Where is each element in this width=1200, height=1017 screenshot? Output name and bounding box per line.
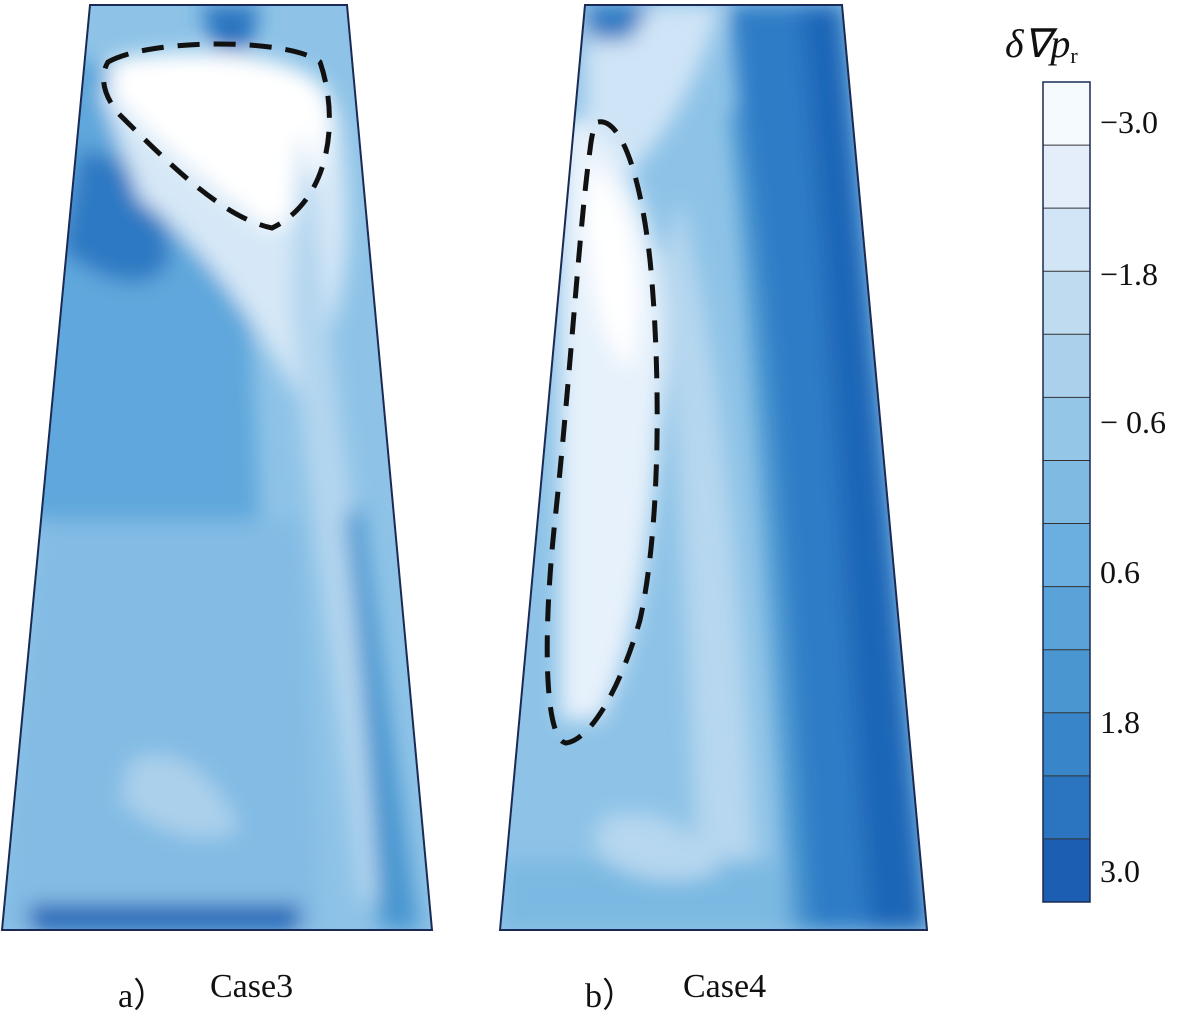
colorbar-swatch (1043, 145, 1090, 209)
colorbar-tick-label: −3.0 (1100, 104, 1159, 140)
colorbar-swatch (1043, 838, 1090, 903)
colorbar (1042, 81, 1091, 903)
colorbar-swatch (1043, 82, 1090, 146)
colorbar-swatch (1043, 334, 1090, 398)
colorbar-tick-label: 0.6 (1100, 554, 1140, 590)
colorbar-tick-label: −1.8 (1100, 256, 1159, 292)
panel-label-b: b） (585, 978, 636, 1015)
colorbar-frame (1042, 81, 1091, 903)
colorbar-title-subscript: r (1070, 43, 1078, 68)
highlight-region-case4 (544, 119, 660, 746)
colorbar-swatch (1043, 775, 1090, 840)
colorbar-swatch (1043, 523, 1090, 587)
colorbar-swatch (1043, 586, 1090, 650)
highlight-region-case3 (101, 41, 332, 231)
colorbar-tick-label: − 0.6 (1100, 404, 1167, 440)
colorbar-tick-label: 1.8 (1100, 704, 1140, 740)
colorbar-title: δ∇pr (1005, 20, 1078, 69)
panel-label-a: a） (118, 978, 168, 1015)
panel-case3 (0, 4, 434, 931)
colorbar-tick-label: 3.0 (1100, 853, 1140, 889)
panel-title-case3: Case3 (210, 968, 294, 1005)
colorbar-swatch (1043, 649, 1090, 714)
panel-title-case4: Case4 (683, 968, 767, 1005)
colorbar-swatch (1043, 712, 1090, 777)
colorbar-title-main: δ∇p (1005, 21, 1071, 66)
colorbar-swatch (1043, 397, 1090, 461)
colorbar-swatch (1043, 271, 1090, 335)
panel-case4 (498, 4, 929, 931)
colorbar-swatch (1043, 460, 1090, 524)
colorbar-swatch (1043, 208, 1090, 272)
